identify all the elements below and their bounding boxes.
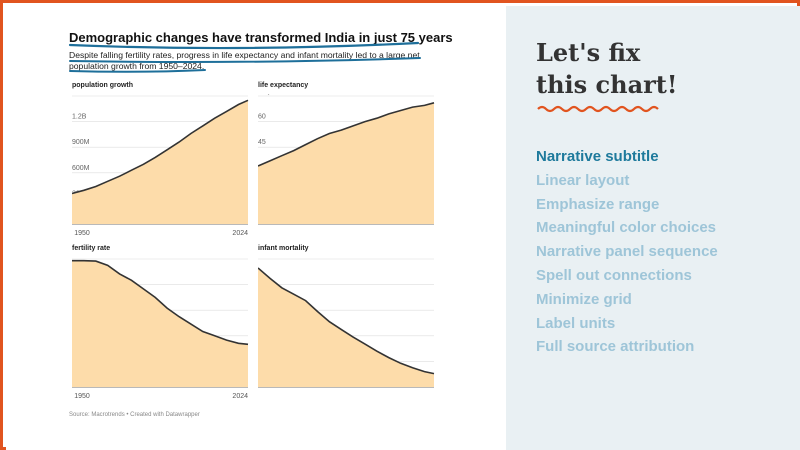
population-plot: 0300M600M900M1.2B1.5B19502024 xyxy=(72,94,249,237)
fertility-rate-plot: 01.22.43.64.86 children19502024 xyxy=(72,257,249,400)
slide-heading-line-1: Let's fix xyxy=(536,38,641,67)
chart-subtitle: Despite falling fertility rates, progres… xyxy=(69,50,420,71)
y-tick-label: 60 xyxy=(258,114,266,121)
series-line xyxy=(72,259,249,346)
series-line xyxy=(258,102,435,167)
panel-life-expectancy: life expectancy 01530456075 years xyxy=(258,82,436,242)
checklist-panel xyxy=(506,6,800,450)
checklist-item-minimize-grid: Minimize grid xyxy=(536,290,632,308)
checklist-item-meaningful-color-choices: Meaningful color choices xyxy=(536,219,717,237)
checklist-item-narrative-panel-sequence: Narrative panel sequence xyxy=(536,243,718,261)
wavy-underline xyxy=(537,105,659,113)
checklist-item-narrative-subtitle: Narrative subtitle xyxy=(536,148,659,165)
checklist-item-linear-layout: Linear layout xyxy=(536,171,630,189)
x-tick-label: 2024 xyxy=(232,393,248,400)
series-area xyxy=(258,102,434,224)
y-tick-label: 1.5B xyxy=(72,94,87,95)
y-tick-label: 200 xyxy=(258,257,270,258)
series-line xyxy=(72,99,249,195)
chart-title: Demographic changes have transformed Ind… xyxy=(69,30,453,45)
checklist-item-label-units: Label units xyxy=(536,314,616,332)
panel-title: population growth xyxy=(72,82,134,89)
panel-fertility-rate: fertility rate 01.22.43.64.86 children19… xyxy=(72,245,250,405)
source-attribution: Source: Macrotrends • Created with Dataw… xyxy=(69,412,200,418)
x-tick-label: 1950 xyxy=(74,393,90,400)
x-tick-label: 2024 xyxy=(232,230,248,237)
checklist-item-full-source-attribution: Full source attribution xyxy=(536,338,695,356)
series-line xyxy=(258,267,435,375)
y-tick-label: 75 years xyxy=(258,94,285,95)
y-tick-label: 6 children xyxy=(72,257,102,258)
life-expectancy-plot: 01530456075 years xyxy=(258,94,435,225)
y-tick-label: 1.2B xyxy=(72,114,87,121)
fix-checklist: Narrative subtitle Linear layout Emphasi… xyxy=(536,145,718,359)
y-tick-label: 45 xyxy=(258,139,266,146)
series-area xyxy=(72,260,248,387)
panel-title: life expectancy xyxy=(258,82,309,89)
infant-mortality-plot: 04080120160200 xyxy=(258,257,435,388)
y-tick-label: 600M xyxy=(72,165,90,172)
slide-heading-line-2: this chart! xyxy=(536,70,678,99)
x-tick-label: 1950 xyxy=(74,230,90,237)
series-area xyxy=(258,268,434,387)
panel-infant-mortality: infant mortality 04080120160200 xyxy=(258,245,436,405)
checklist-item-spell-out-connections: Spell out connections xyxy=(536,266,692,284)
series-area xyxy=(72,100,248,224)
panel-title: infant mortality xyxy=(258,245,309,252)
y-tick-label: 900M xyxy=(72,139,90,146)
checklist-item-emphasize-range: Emphasize range xyxy=(536,195,660,213)
panel-title: fertility rate xyxy=(72,245,111,252)
panel-population-growth: population growth 0300M600M900M1.2B1.5B1… xyxy=(72,82,250,242)
